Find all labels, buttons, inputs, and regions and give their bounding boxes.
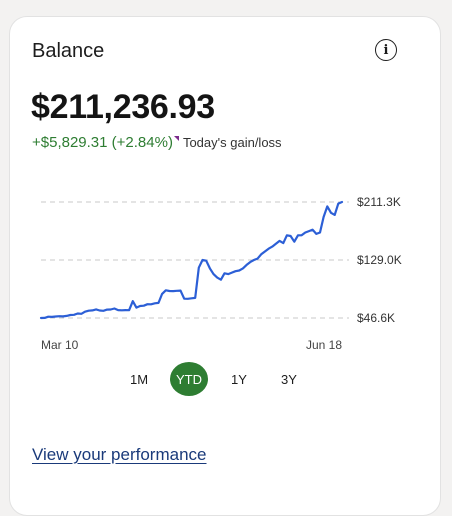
balance-chart: $211.3K $129.0K $46.6K Mar 10 Jun 18 [39, 195, 402, 352]
footnote-marker-icon [173, 136, 179, 141]
period-button-1y[interactable]: 1Y [231, 371, 247, 387]
period-selector: 1M YTD 1Y 3Y [120, 362, 320, 396]
card-title: Balance [32, 40, 105, 62]
balance-card [9, 16, 441, 516]
x-tick-label-end: Jun 18 [306, 338, 342, 352]
balance-amount: $211,236.93 [31, 88, 215, 126]
y-tick-label: $211.3K [357, 195, 401, 209]
gain-value: +$5,829.31 (+2.84%) [32, 134, 173, 151]
y-tick-label: $129.0K [357, 253, 402, 267]
gain-label: Today's gain/loss [182, 135, 282, 150]
info-icon[interactable]: i [375, 39, 397, 61]
view-performance-link[interactable]: View your performance [32, 445, 207, 464]
x-tick-label-start: Mar 10 [41, 338, 79, 352]
gain-row: +$5,829.31 (+2.84%) Today's gain/loss [32, 134, 282, 151]
period-button-ytd[interactable]: YTD [170, 362, 208, 396]
period-button-1m[interactable]: 1M [129, 371, 149, 387]
balance-line [39, 200, 344, 320]
y-tick-label: $46.6K [357, 311, 395, 325]
period-button-3y[interactable]: 3Y [281, 371, 297, 387]
